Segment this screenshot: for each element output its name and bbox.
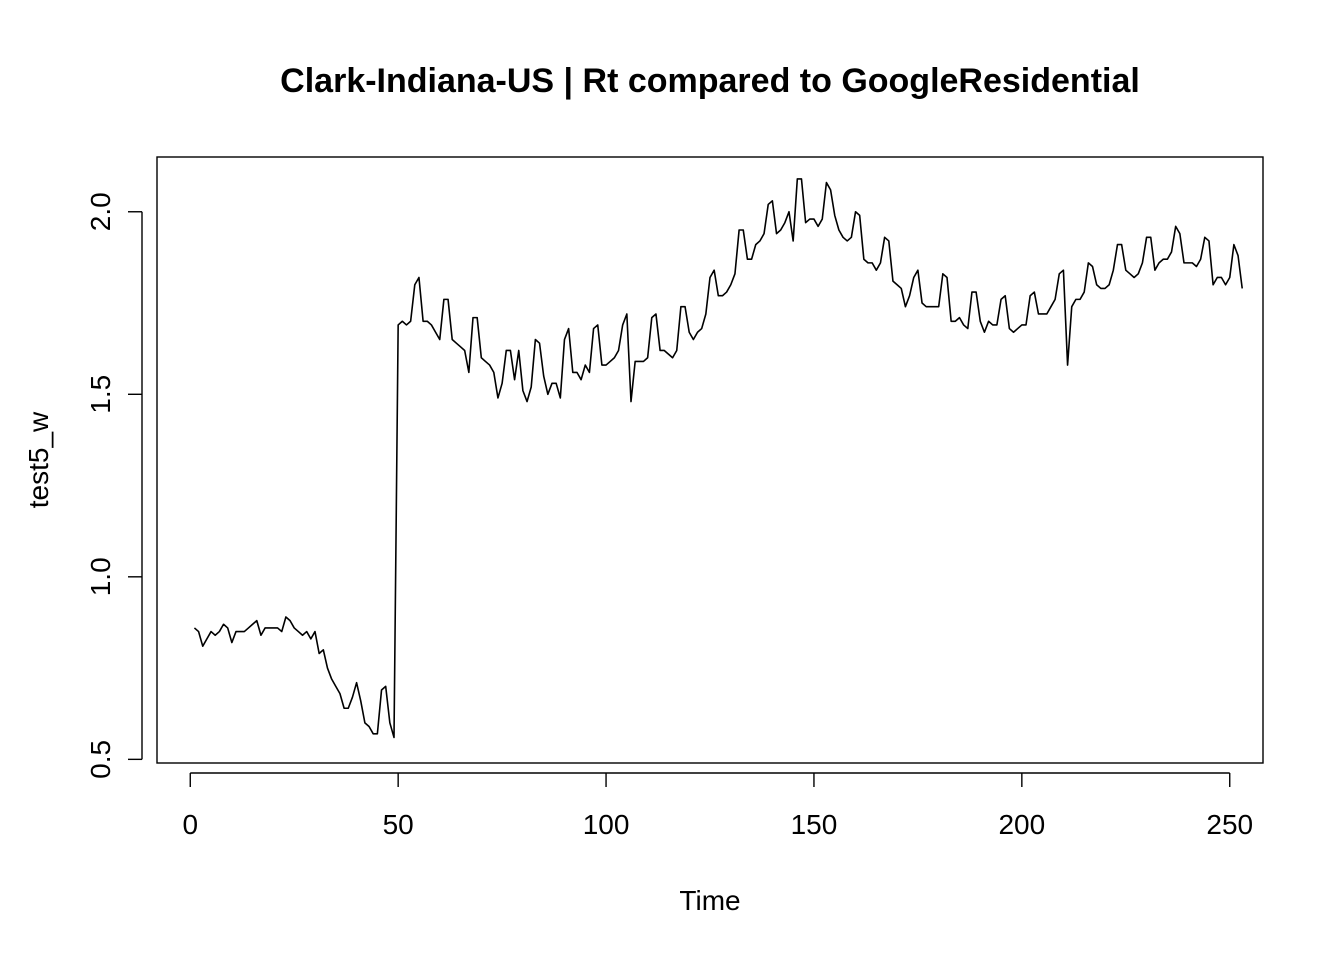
y-tick-label: 1.0 [85, 557, 116, 596]
y-axis-label: test5_w [23, 411, 54, 508]
x-tick-label: 0 [182, 809, 198, 840]
series-line [193, 178, 1244, 739]
y-tick-label: 0.5 [85, 740, 116, 779]
x-tick-label: 250 [1206, 809, 1253, 840]
x-tick-label: 150 [791, 809, 838, 840]
chart-title: Clark-Indiana-US | Rt compared to Google… [280, 62, 1140, 100]
x-tick-label: 200 [998, 809, 1045, 840]
plot-frame [156, 156, 1264, 764]
x-tick-label: 50 [383, 809, 414, 840]
x-axis: 0 50 100 150 200 250 [182, 772, 1253, 840]
y-tick-label: 2.0 [85, 192, 116, 231]
y-tick-label: 1.5 [85, 375, 116, 414]
x-tick-label: 100 [583, 809, 630, 840]
y-axis: 0.5 1.0 1.5 2.0 [85, 192, 143, 779]
x-axis-label: Time [679, 885, 740, 916]
